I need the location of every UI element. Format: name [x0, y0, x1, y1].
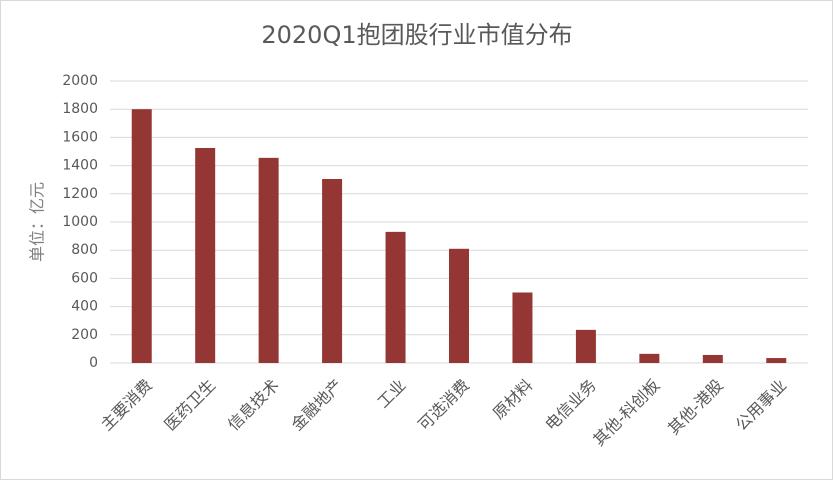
- bar: [702, 354, 723, 363]
- bar: [385, 231, 406, 363]
- bar: [258, 157, 279, 363]
- y-tick-label: 1000: [62, 214, 98, 230]
- y-tick-label: 600: [71, 270, 98, 286]
- bar: [639, 353, 660, 363]
- bar: [449, 248, 469, 363]
- y-tick-label: 200: [71, 327, 98, 343]
- bar: [512, 292, 533, 363]
- y-axis-label: 单位：亿元: [28, 182, 47, 262]
- bar: [195, 147, 216, 363]
- bar: [575, 329, 596, 363]
- y-tick-label: 0: [89, 355, 98, 371]
- y-tick-label: 1600: [62, 129, 98, 145]
- chart-title: 2020Q1抱团股行业市值分布: [261, 21, 572, 49]
- bar: [131, 109, 152, 363]
- y-tick-label: 1400: [62, 158, 98, 174]
- bar: [322, 178, 343, 363]
- y-tick-label: 1200: [62, 186, 98, 202]
- bar: [766, 358, 787, 363]
- y-tick-label: 400: [71, 299, 98, 315]
- y-tick-label: 800: [71, 242, 98, 258]
- y-tick-label: 2000: [62, 73, 98, 89]
- y-tick-label: 1800: [62, 101, 98, 117]
